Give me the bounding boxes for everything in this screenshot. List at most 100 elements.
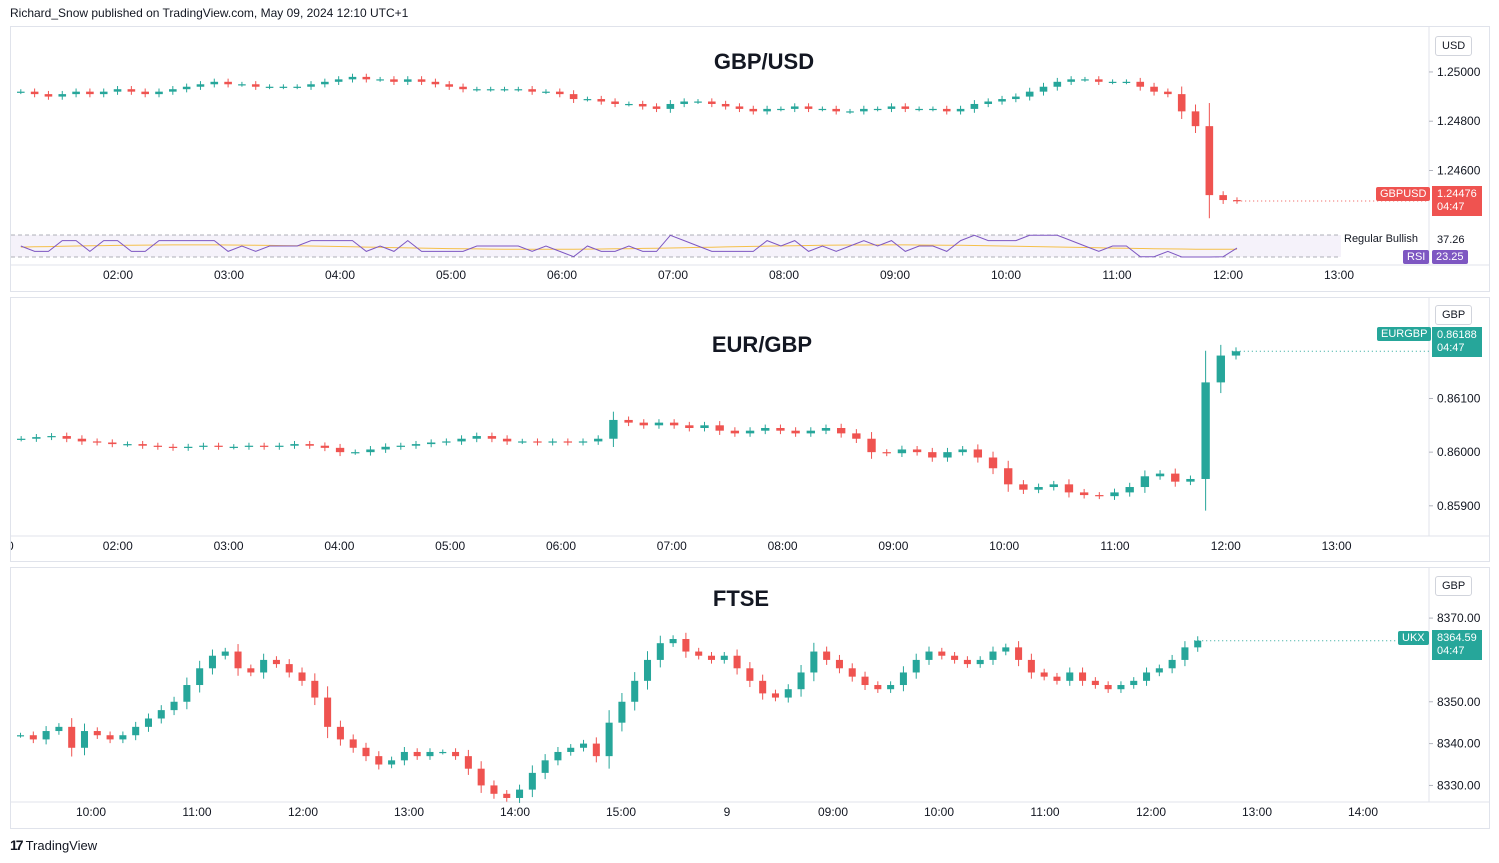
x-tick-label: 12:00 <box>288 805 318 819</box>
candle-body <box>1040 672 1048 677</box>
x-tick-label: 14:00 <box>500 805 530 819</box>
tradingview-brand: TradingView <box>25 837 98 853</box>
candle-body <box>29 735 37 740</box>
candle-body <box>605 722 613 757</box>
candle-body <box>1216 355 1225 383</box>
candle-body <box>1004 468 1013 485</box>
candle-body <box>563 441 573 443</box>
rsi-divergence-label: Regular Bullish <box>1344 233 1418 245</box>
candle-body <box>311 680 319 698</box>
candle-body <box>746 668 754 681</box>
candle-body <box>597 99 606 102</box>
candle-body <box>963 659 971 665</box>
candle-body <box>477 768 485 786</box>
ftse-countdown: 04:47 <box>1437 645 1465 657</box>
candle-body <box>153 445 163 447</box>
candle-body <box>445 84 454 87</box>
candle-body <box>733 655 741 669</box>
candle-body <box>259 445 269 447</box>
candle-body <box>502 438 512 442</box>
tradingview-footer[interactable]: 17 TradingView <box>10 837 97 853</box>
candle-body <box>244 445 254 447</box>
candle-body <box>1053 81 1062 87</box>
candle-body <box>413 751 421 757</box>
candle-body <box>196 84 205 87</box>
x-tick-label: 12:00 <box>1136 805 1166 819</box>
ftse-currency-button[interactable]: GBP <box>1435 576 1473 596</box>
y-tick-label: 8370.00 <box>1437 611 1481 625</box>
candle-body <box>694 101 702 103</box>
candle-body <box>901 106 910 109</box>
x-tick-label: 13:00 <box>394 805 424 819</box>
gbpusd-currency-button[interactable]: USD <box>1435 36 1473 56</box>
candle-body <box>643 659 652 681</box>
candle-body <box>810 651 818 673</box>
candle-body <box>1231 351 1241 356</box>
eurgbp-currency-button[interactable]: GBP <box>1435 305 1473 325</box>
candle-body <box>715 425 724 431</box>
candle-body <box>1136 81 1145 87</box>
candle-body <box>298 672 306 681</box>
eurgbp-chart[interactable]: 0.86100 0.86000 0.85900 00 02:00 03:00 04:00 05… <box>11 298 1489 561</box>
candle-body <box>806 430 815 434</box>
candle-body <box>928 452 937 458</box>
candle-body <box>157 710 165 719</box>
candle-body <box>958 449 967 453</box>
tradingview-logo-icon: 17 <box>10 837 24 853</box>
x-tick-label: 12:00 <box>1211 539 1241 553</box>
candle-body <box>989 651 997 660</box>
candle-body <box>1155 473 1165 477</box>
candle-body <box>411 444 421 446</box>
candle-body <box>275 445 284 447</box>
candle-body <box>1079 492 1089 496</box>
candle-body <box>1155 668 1163 673</box>
candle-body <box>708 101 716 104</box>
y-tick-label: 0.86000 <box>1437 445 1481 459</box>
candle-body <box>938 651 946 656</box>
candle-body <box>578 441 588 443</box>
y-tick-label: 8340.00 <box>1437 737 1481 751</box>
candle-body <box>1015 647 1023 660</box>
candle-body <box>362 76 371 80</box>
candle-body <box>823 651 831 660</box>
x-tick-label: 06:00 <box>546 539 576 553</box>
candle-body <box>1150 86 1158 92</box>
ftse-chart[interactable]: 8370.00 8350.00 8340.00 8330.00 10:00 11:00 12… <box>11 568 1489 828</box>
candle-body <box>555 91 564 95</box>
y-tick-label: 8330.00 <box>1437 778 1481 792</box>
candle-body <box>1034 487 1043 490</box>
x-tick-label: 04:00 <box>324 539 354 553</box>
candle-body <box>745 430 755 434</box>
candle-body <box>396 445 405 447</box>
rsi-band <box>11 235 1341 257</box>
candle-body <box>1108 81 1117 84</box>
candle-body <box>260 659 268 673</box>
candle-body <box>155 91 163 95</box>
candle-body <box>700 425 709 428</box>
x-tick-label: 02:00 <box>103 268 133 282</box>
candle-body <box>1130 680 1138 686</box>
candle-body <box>400 751 408 761</box>
ftse-title: FTSE <box>712 586 770 611</box>
candle-body <box>592 743 600 757</box>
candle-body <box>1025 91 1034 97</box>
candle-body <box>93 731 101 736</box>
candle-body <box>108 442 117 445</box>
candle-body <box>541 760 549 773</box>
candle-body <box>199 445 208 447</box>
candle-body <box>1186 478 1195 482</box>
candle-body <box>99 91 108 95</box>
candle-body <box>821 428 831 431</box>
candle-body <box>685 425 694 428</box>
candle-body <box>609 419 618 439</box>
candle-body <box>749 108 758 112</box>
candle-body <box>837 428 846 434</box>
gbpusd-chart[interactable]: 1.25000 1.24800 1.24600 02:00 03:00 04:00 05:0… <box>11 27 1489 291</box>
candle-body <box>285 664 293 673</box>
candle-body <box>899 672 907 686</box>
candle-body <box>182 86 191 90</box>
candle-body <box>321 81 329 85</box>
y-tick-label: 1.24600 <box>1437 163 1481 177</box>
candle-body <box>224 81 232 85</box>
candle-body <box>1171 473 1180 482</box>
